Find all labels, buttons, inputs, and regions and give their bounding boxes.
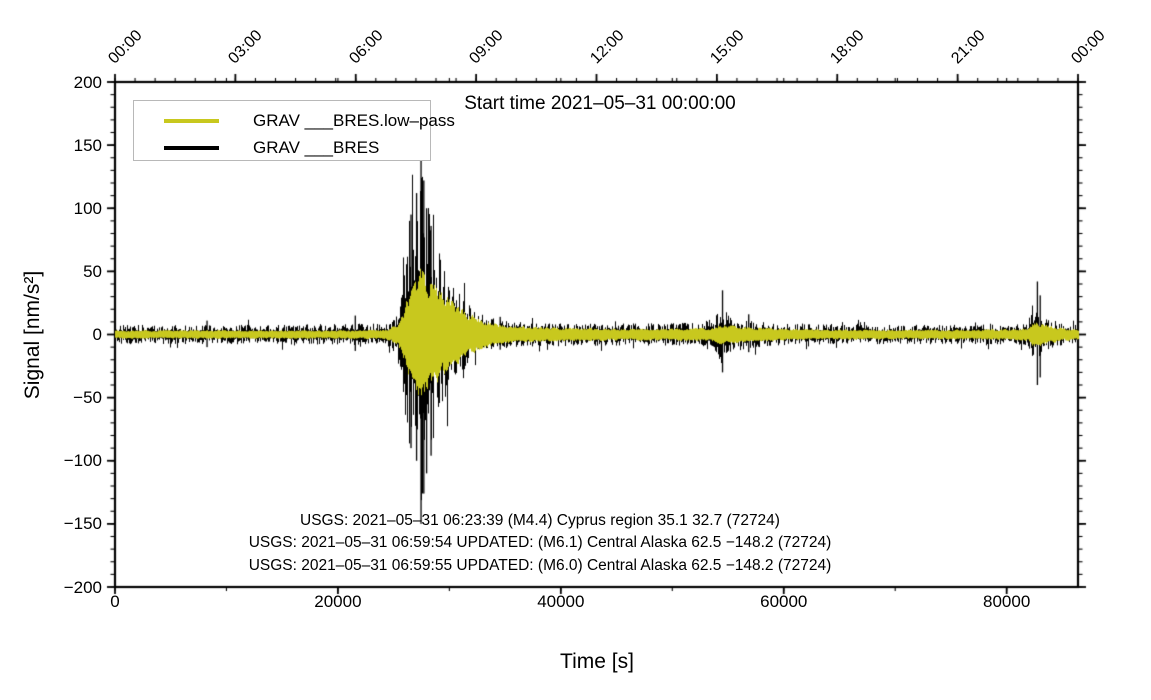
y-axis-title: Signal [nm/s²]: [21, 270, 44, 400]
y-tick-label: 0: [92, 325, 102, 344]
legend-label-raw: GRAV ___BRES: [253, 137, 380, 157]
x-tick-label: 20000: [314, 592, 362, 611]
annotation-cyprus: USGS: 2021–05–31 06:23:39 (M4.4) Cyprus …: [300, 512, 780, 529]
legend-label-lowpass: GRAV ___BRES.low–pass: [253, 110, 455, 130]
y-tick-label: 50: [83, 261, 102, 281]
y-tick-label: 150: [73, 135, 102, 155]
y-tick-label: −50: [73, 388, 102, 408]
y-tick-label: −150: [63, 514, 102, 534]
y-tick-label: 200: [73, 72, 102, 92]
y-tick-label: 100: [73, 198, 102, 218]
legend-box: GRAV ___BRES.low–pass GRAV ___BRES: [133, 100, 455, 161]
legend-entry-raw: GRAV ___BRES: [134, 134, 430, 161]
x-tick-label: 60000: [760, 592, 808, 611]
legend-entry-lowpass: GRAV ___BRES.low–pass: [134, 107, 455, 134]
lowpass-line-swatch: [164, 118, 219, 123]
x-tick-label: 0: [110, 592, 120, 611]
raw-line-swatch: [164, 145, 219, 150]
earthquake-annotations: USGS: 2021–05–31 06:23:39 (M4.4) Cyprus …: [115, 510, 965, 577]
annotation-alaska-m60: USGS: 2021–05–31 06:59:55 UPDATED: (M6.0…: [248, 556, 832, 574]
x-axis-title: Time [s]: [560, 650, 634, 673]
x-tick-label: 40000: [537, 592, 585, 611]
x-tick-label: 80000: [983, 592, 1031, 611]
y-tick-label: −100: [63, 451, 102, 471]
y-tick-label: −200: [63, 577, 102, 597]
plot-title: Start time 2021–05–31 00:00:00: [464, 93, 736, 114]
annotation-alaska-m61: USGS: 2021–05–31 06:59:54 UPDATED: (M6.1…: [248, 534, 832, 552]
